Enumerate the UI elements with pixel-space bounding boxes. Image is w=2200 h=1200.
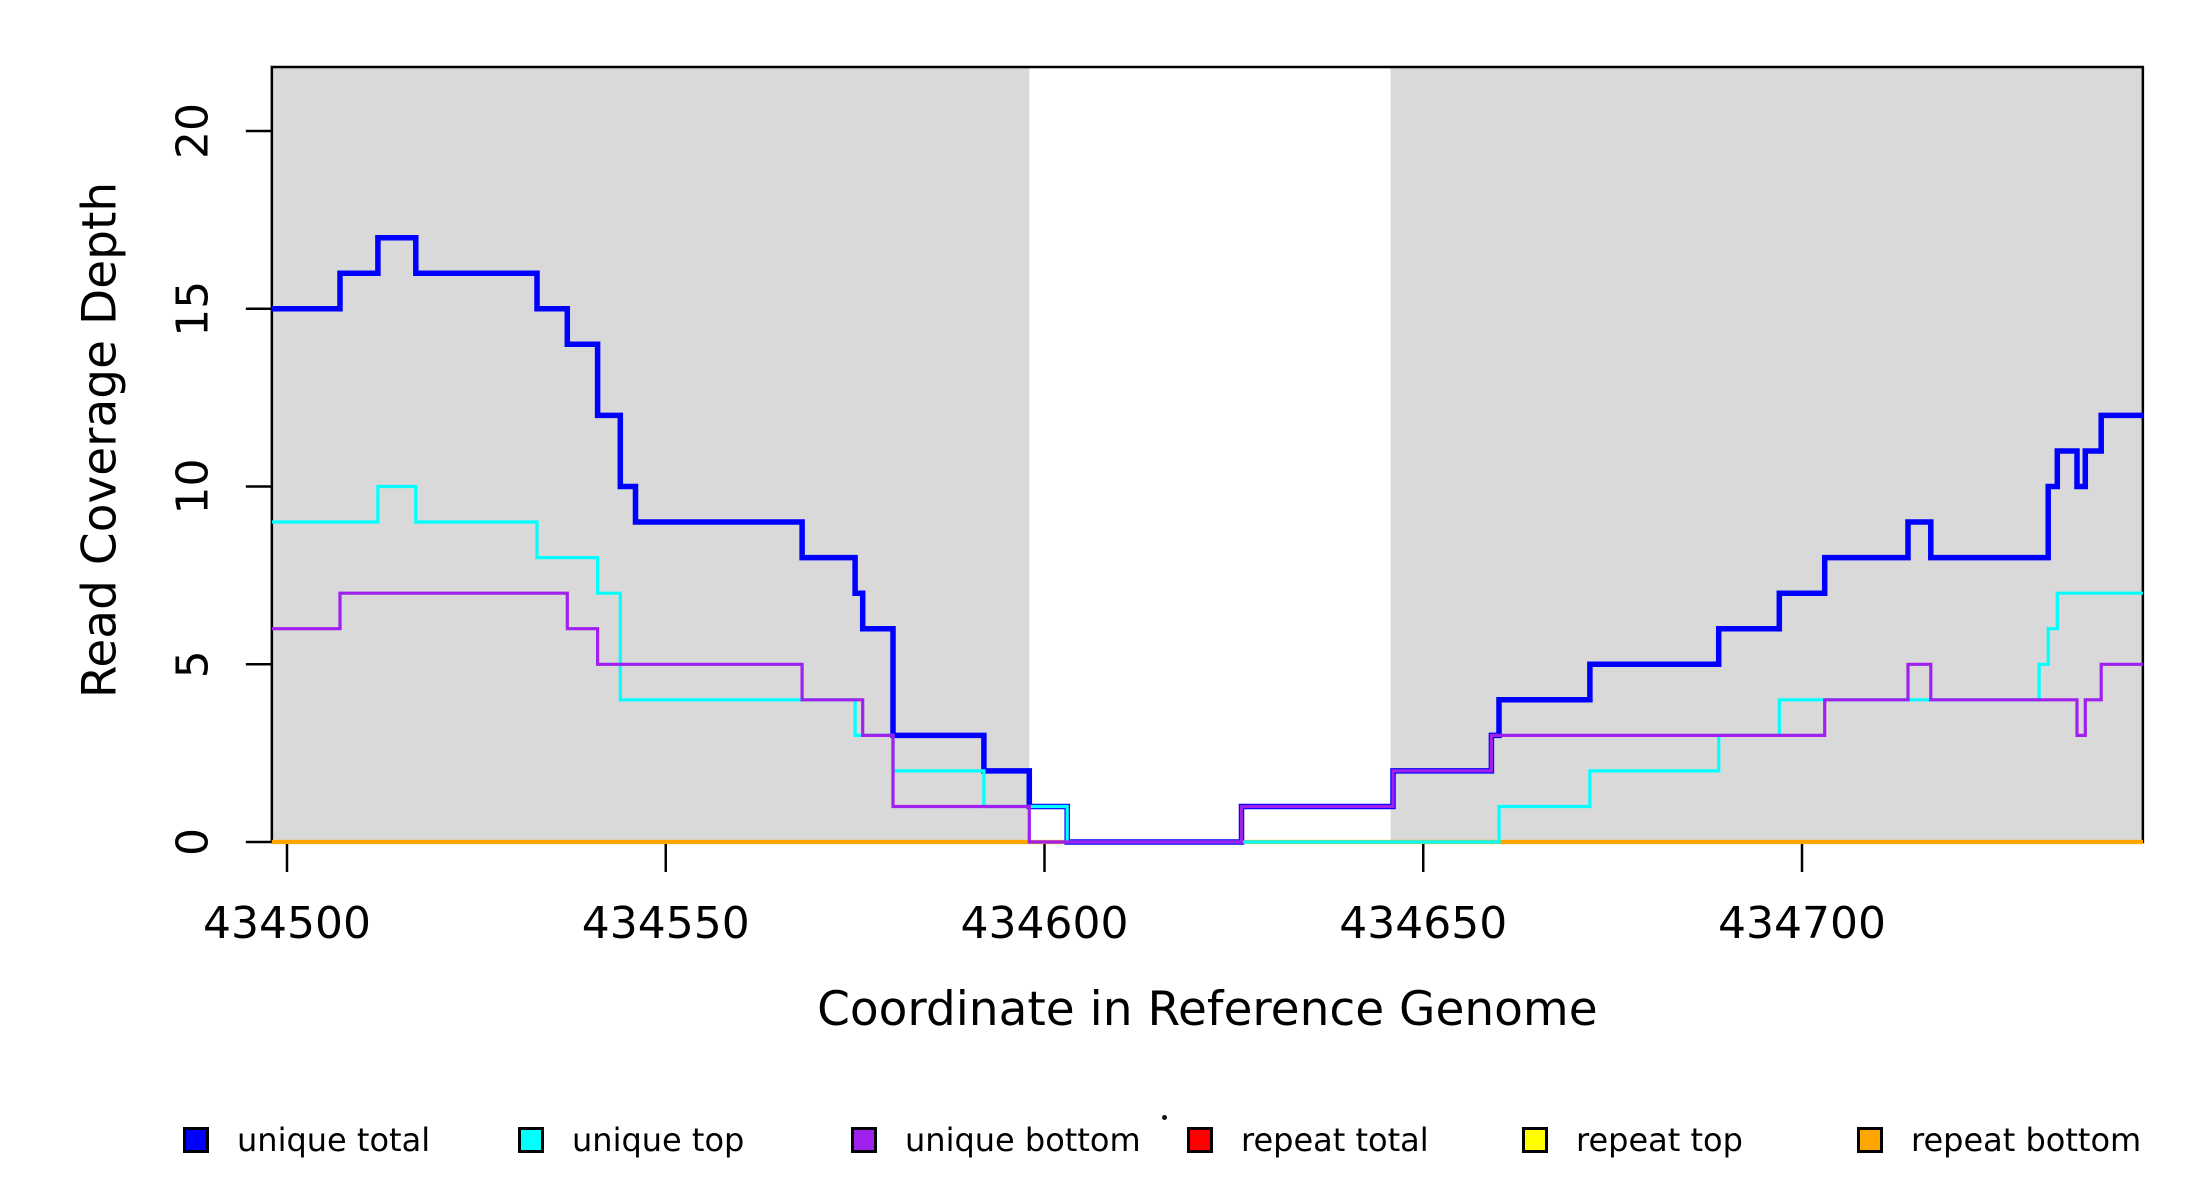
legend-item-repeat-top: repeat top — [1522, 1121, 1743, 1159]
legend-swatch-icon — [1187, 1127, 1213, 1153]
legend-swatch-icon — [851, 1127, 877, 1153]
legend-item-unique-top: unique top — [518, 1121, 745, 1159]
x-tick-label: 434500 — [203, 898, 371, 949]
y-tick-label: 10 — [168, 459, 219, 515]
legend-item-unique-total: unique total — [183, 1121, 431, 1159]
legend-label: unique total — [237, 1121, 431, 1159]
legend-swatch-icon — [1522, 1127, 1548, 1153]
unique-region-right — [1390, 67, 2143, 842]
legend-label: unique top — [572, 1121, 745, 1159]
legend-item-unique-bottom: unique bottom — [851, 1121, 1141, 1159]
y-tick-label: 5 — [168, 650, 219, 678]
y-tick-label: 0 — [168, 828, 219, 856]
legend-label: unique bottom — [905, 1121, 1141, 1159]
legend: unique total unique top unique bottom repea… — [0, 0, 2200, 1156]
unique-region-left — [271, 67, 1030, 842]
stray-dot-icon — [1162, 1115, 1167, 1120]
x-tick-label: 434700 — [1718, 898, 1886, 949]
legend-item-repeat-bottom: repeat bottom — [1857, 1121, 2142, 1159]
x-axis-title: Coordinate in Reference Genome — [817, 982, 1598, 1037]
legend-swatch-icon — [1857, 1127, 1883, 1153]
legend-swatch-icon — [518, 1127, 544, 1153]
legend-label: repeat total — [1241, 1121, 1429, 1159]
y-tick-label: 20 — [168, 103, 219, 159]
legend-swatch-icon — [183, 1127, 209, 1153]
series-unique-bottom — [271, 591, 2143, 844]
x-tick-label: 434600 — [961, 898, 1129, 949]
y-axis-title: Read Coverage Depth — [73, 182, 128, 698]
legend-label: repeat top — [1576, 1121, 1743, 1159]
x-tick-label: 434650 — [1339, 898, 1507, 949]
y-tick-label: 15 — [168, 281, 219, 337]
legend-item-repeat-total: repeat total — [1187, 1121, 1429, 1159]
legend-label: repeat bottom — [1911, 1121, 2142, 1159]
x-tick-label: 434550 — [582, 898, 750, 949]
